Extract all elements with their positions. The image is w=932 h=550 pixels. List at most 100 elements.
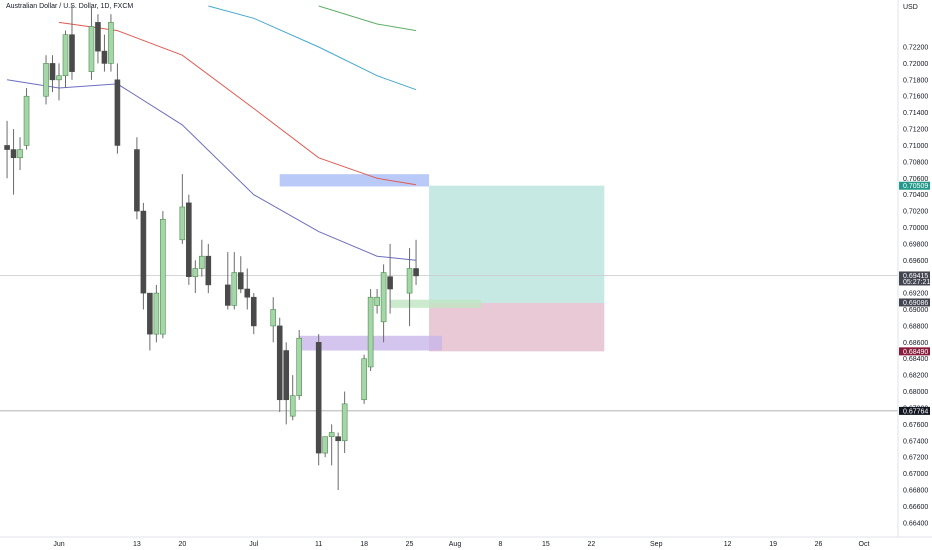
candle — [361, 354, 367, 404]
candle-body — [244, 288, 251, 298]
candle-body — [380, 272, 387, 323]
candle-body — [406, 268, 413, 294]
candle — [147, 292, 153, 351]
candle — [250, 293, 257, 335]
x-tick-label: Aug — [449, 541, 462, 548]
candle — [335, 432, 341, 490]
x-tick-label: 26 — [815, 541, 823, 548]
candle-body — [387, 276, 393, 290]
candle — [134, 137, 140, 220]
candle-body — [134, 149, 140, 212]
candle — [367, 289, 374, 372]
candle-body — [160, 218, 166, 335]
candle — [17, 137, 23, 171]
candle-body — [140, 210, 147, 294]
y-tick-label: 0.70600 — [903, 176, 928, 183]
blue-zone — [279, 174, 430, 187]
candle — [374, 289, 380, 314]
candle-body — [95, 22, 101, 52]
candle — [108, 14, 114, 72]
chart-header: Australian Dollar / U.S. Dollar, 1D, FXC… — [6, 3, 134, 10]
candle — [224, 252, 231, 310]
y-tick-label: 0.66600 — [903, 504, 928, 511]
candle — [186, 194, 192, 285]
y-tick-label: 0.68000 — [903, 389, 928, 396]
candle — [289, 375, 296, 421]
x-tick-label: Oct — [859, 541, 870, 548]
sl-zone — [429, 302, 605, 352]
candle — [406, 247, 413, 326]
x-tick-label: 19 — [769, 541, 777, 548]
candle — [244, 268, 251, 310]
candle — [23, 88, 30, 150]
candle — [43, 55, 49, 105]
candle-body — [315, 342, 322, 454]
x-tick-label: 11 — [315, 541, 322, 548]
candle-body — [4, 145, 10, 150]
candle-body — [153, 292, 160, 335]
moving-average-2 — [58, 21, 417, 186]
y-tick-label: 0.67400 — [903, 438, 928, 445]
y-tick-label: 0.69200 — [903, 291, 928, 298]
candle-body — [10, 149, 17, 159]
candle — [192, 260, 199, 294]
candle-body — [328, 432, 335, 437]
candle — [69, 6, 75, 80]
x-tick-label: 15 — [542, 541, 550, 548]
tp-zone — [429, 185, 605, 303]
candle-body — [62, 34, 69, 77]
candle — [140, 202, 147, 310]
candle-body — [23, 95, 30, 146]
y-tick-label: 0.72000 — [903, 61, 928, 68]
y-tick-label: 0.66800 — [903, 487, 928, 494]
x-tick-label: 12 — [724, 541, 732, 548]
candle — [413, 239, 419, 285]
candle — [153, 284, 160, 343]
candle — [10, 129, 17, 195]
y-tick-label: 0.68600 — [903, 340, 928, 347]
candle — [199, 239, 205, 277]
candle-body — [69, 34, 75, 72]
y-tick-label: 0.68400 — [903, 356, 928, 363]
price-badge-label: 0.68490 — [903, 349, 928, 356]
candle-body — [413, 268, 419, 277]
x-tick-label: Jun — [53, 541, 64, 548]
y-tick-label: 0.67200 — [903, 455, 928, 462]
entry-price-badge: 0.69086 — [899, 298, 930, 307]
candle-body — [296, 337, 303, 396]
candle-body — [231, 272, 238, 306]
candle — [322, 436, 328, 458]
price-badge-label: 0.69086 — [903, 300, 928, 307]
y-tick-label: 0.69600 — [903, 258, 928, 265]
y-tick-label: 0.69000 — [903, 307, 928, 314]
x-tick-label: Sep — [650, 541, 663, 548]
candle-body — [88, 26, 95, 72]
y-tick-label: 0.71000 — [903, 143, 928, 150]
y-tick-label: 0.71400 — [903, 110, 928, 117]
price-badge-countdown: 05:27:21 — [903, 279, 930, 286]
y-tick-label: 0.66400 — [903, 520, 928, 527]
candle — [387, 243, 393, 314]
x-tick-label: 22 — [587, 541, 595, 548]
y-tick-label: 0.70000 — [903, 225, 928, 232]
candle — [49, 55, 56, 93]
candle-body — [361, 358, 367, 401]
candle — [276, 317, 283, 413]
candle — [231, 252, 238, 310]
candle-body — [224, 284, 231, 306]
candle-body — [192, 268, 199, 278]
candle-body — [289, 395, 296, 417]
candle — [56, 63, 62, 101]
candle-body — [367, 296, 374, 368]
candle-body — [179, 206, 186, 241]
candle — [4, 120, 10, 179]
y-tick-label: 0.70800 — [903, 159, 928, 166]
candle — [283, 342, 290, 425]
level-price-badge: 0.67764 — [899, 406, 930, 415]
green-zone — [390, 299, 481, 308]
candle-body — [17, 149, 23, 159]
candle-body — [270, 309, 277, 327]
y-tick-label: 0.68800 — [903, 323, 928, 330]
candle-body — [341, 403, 348, 442]
